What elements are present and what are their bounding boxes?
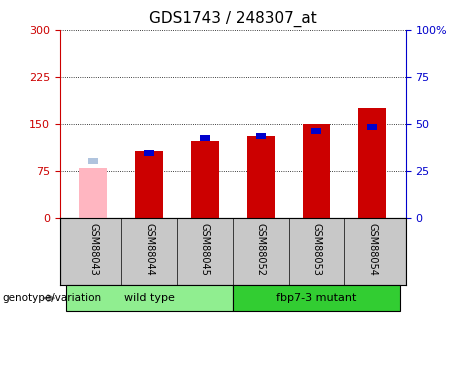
Bar [79, 168, 107, 217]
Bar [312, 128, 321, 134]
Bar [367, 124, 377, 130]
Bar [65, 285, 233, 311]
Text: GSM88052: GSM88052 [256, 223, 266, 276]
Bar [358, 108, 386, 218]
Bar [135, 151, 163, 217]
Bar [144, 150, 154, 156]
Bar [302, 124, 331, 218]
Text: GSM88045: GSM88045 [200, 223, 210, 276]
Bar [191, 141, 219, 218]
Title: GDS1743 / 248307_at: GDS1743 / 248307_at [149, 11, 317, 27]
Text: GSM88053: GSM88053 [312, 223, 321, 276]
Text: GSM88054: GSM88054 [367, 223, 377, 276]
Text: wild type: wild type [124, 293, 175, 303]
Text: genotype/variation: genotype/variation [2, 293, 101, 303]
Bar [247, 136, 275, 218]
Text: GSM88043: GSM88043 [89, 223, 98, 276]
Bar [200, 135, 210, 141]
Bar [256, 133, 266, 140]
Bar [233, 285, 400, 311]
Text: fbp7-3 mutant: fbp7-3 mutant [276, 293, 357, 303]
Text: GSM88044: GSM88044 [144, 223, 154, 276]
Bar [89, 158, 98, 164]
